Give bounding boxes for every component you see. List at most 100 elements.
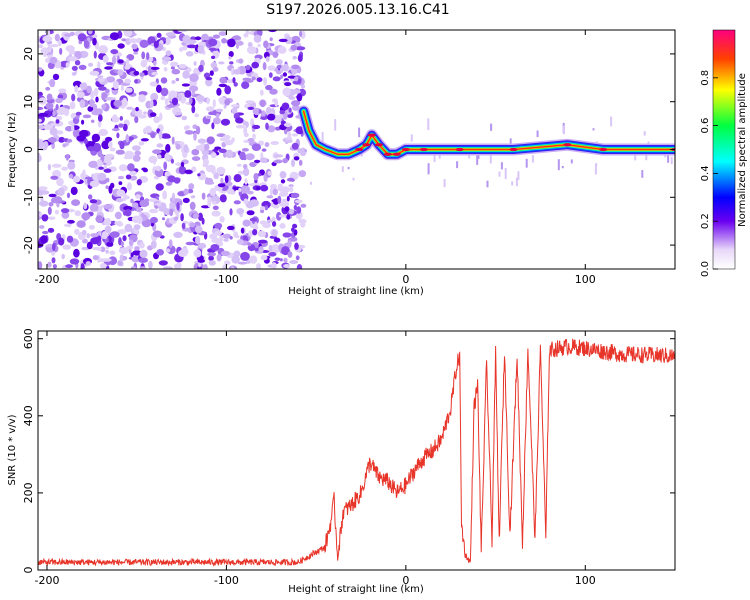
spectrogram-noise-cell [273,160,283,164]
spectrogram-noise-cell [47,163,52,171]
spectrogram-noise-cell [131,255,140,263]
spectrogram-noise-cell [105,249,109,254]
spectrogram-noise-cell [136,179,142,186]
spectrogram-noise-cell [211,210,221,217]
spectrogram-noise-cell [247,138,255,142]
spectrogram-noise-cell [222,233,232,239]
spectrogram-noise-cell [247,42,253,48]
spectrogram-noise-cell [260,184,269,192]
spectrogram-noise-cell [162,47,166,52]
spectrogram-noise-cell [290,192,300,199]
spectrogram-streak [515,177,518,187]
spectrogram-noise-cell [180,161,185,168]
spectrogram-noise-cell [280,200,290,208]
spectrogram-noise-cell [162,190,168,200]
spectrogram-noise-cell [153,40,159,49]
spectrogram-noise-cell [80,263,85,269]
spectrogram-noise-cell [181,222,186,230]
snr-xtick-label: -200 [34,574,59,587]
spectrogram-noise-cell [208,111,216,116]
spectrogram-noise-cell [109,32,120,40]
spectrogram-noise-cell [266,219,273,223]
spectrogram-noise-cell [209,187,216,197]
spectrogram-noise-cell [148,198,158,202]
spectrogram-noise-cell [52,110,56,117]
spectrogram-noise-cell [204,181,215,185]
spectrogram-noise-cell [95,215,104,223]
spectrogram-noise-cell [246,79,254,83]
spectrogram-ytick-label: 20 [22,47,35,61]
spectrogram-noise-cell [38,118,42,123]
spectrogram-noise-cell [177,191,186,197]
spectrogram-noise-cell [241,81,250,89]
spectrogram-noise-cell [268,252,277,257]
spectrogram-noise-cell [103,168,112,173]
spectrogram-streak [352,177,355,181]
spectrogram-noise-cell [283,122,292,127]
spectrogram-noise-cell [38,91,43,97]
spectrogram-noise-cell [63,108,70,117]
spectrogram-noise-cell [93,87,99,97]
spectrogram-noise-cell [166,104,176,108]
spectrogram-noise-cell [83,40,90,49]
spectrogram-noise-cell [223,104,227,109]
spectrogram-noise-cell [205,76,213,81]
spectrogram-noise-cell [208,260,216,266]
spectrogram-noise-cell [266,195,274,199]
spectrogram-noise-cell [243,198,248,205]
spectrogram-noise-cell [54,209,60,215]
spectrogram-noise-cell [153,60,157,66]
spectrogram-noise-cell [40,47,50,55]
spectrogram-noise-cell [74,210,82,217]
spectrogram-noise-cell [149,112,157,117]
spectrogram-noise-cell [258,109,262,114]
spectrogram-ytick-label: -20 [22,236,35,254]
spectrogram-noise-cell [66,192,71,199]
spectrogram-noise-cell [87,176,91,186]
spectrogram-noise-cell [201,149,209,156]
spectrogram-noise-cell [89,180,100,188]
spectrogram-noise-cell [66,138,73,143]
spectrogram-noise-cell [265,56,270,62]
spectrogram-noise-cell [231,106,238,115]
spectrogram-noise-cell [69,31,75,36]
spectrogram-noise-cell [283,264,291,268]
spectrogram-noise-cell [139,249,148,258]
spectrogram-noise-cell [74,228,80,235]
spectrogram-noise-cell [260,110,266,118]
spectrogram-noise-cell [109,231,120,238]
spectrogram-noise-cell [245,30,249,36]
snr-panel: -200 -100 0 100 0 200 400 600 Height of straigh… [7,328,676,595]
spectrogram-noise-cell [191,87,196,96]
snr-xtick-label: -100 [214,574,239,587]
spectrogram-noise-cell [134,246,140,251]
spectrogram-noise-cell [76,135,87,142]
spectrogram-noise-cell [115,211,122,220]
colorbar-gradient [712,29,736,270]
spectrogram-noise-cell [278,214,288,218]
spectrogram-noise-cell [269,88,278,95]
spectrogram-noise-cell [81,119,85,125]
spectrogram-noise-cell [89,199,98,204]
colorbar: 0.0 0.2 0.4 0.6 0.8 Normalized spectral ampl… [700,29,748,277]
spectrogram-noise-cell [47,261,52,268]
spectrogram-noise-cell [165,143,171,153]
spectrogram-streak [347,166,350,170]
spectrogram-noise-cell [136,206,142,213]
spectrogram-noise-cell [143,111,147,115]
spectrogram-noise-cell [237,170,245,175]
spectrogram-noise-cell [164,98,169,106]
spectrogram-noise-cell [209,70,214,76]
spectrogram-noise-cell [245,64,251,71]
spectrogram-noise-cell [227,38,236,48]
spectrogram-noise-cell [131,266,137,269]
spectrogram-noise-cell [272,98,277,103]
spectrogram-noise-cell [82,114,92,119]
spectrogram-noise-cell [194,113,199,118]
snr-xtick-label: 0 [402,574,409,587]
spectrogram-noise-cell [38,97,47,105]
spectrogram-noise-cell [273,237,281,243]
spectrogram-noise-cell [300,84,306,89]
spectrogram-streak [511,181,514,186]
spectrogram-streak [563,125,565,135]
